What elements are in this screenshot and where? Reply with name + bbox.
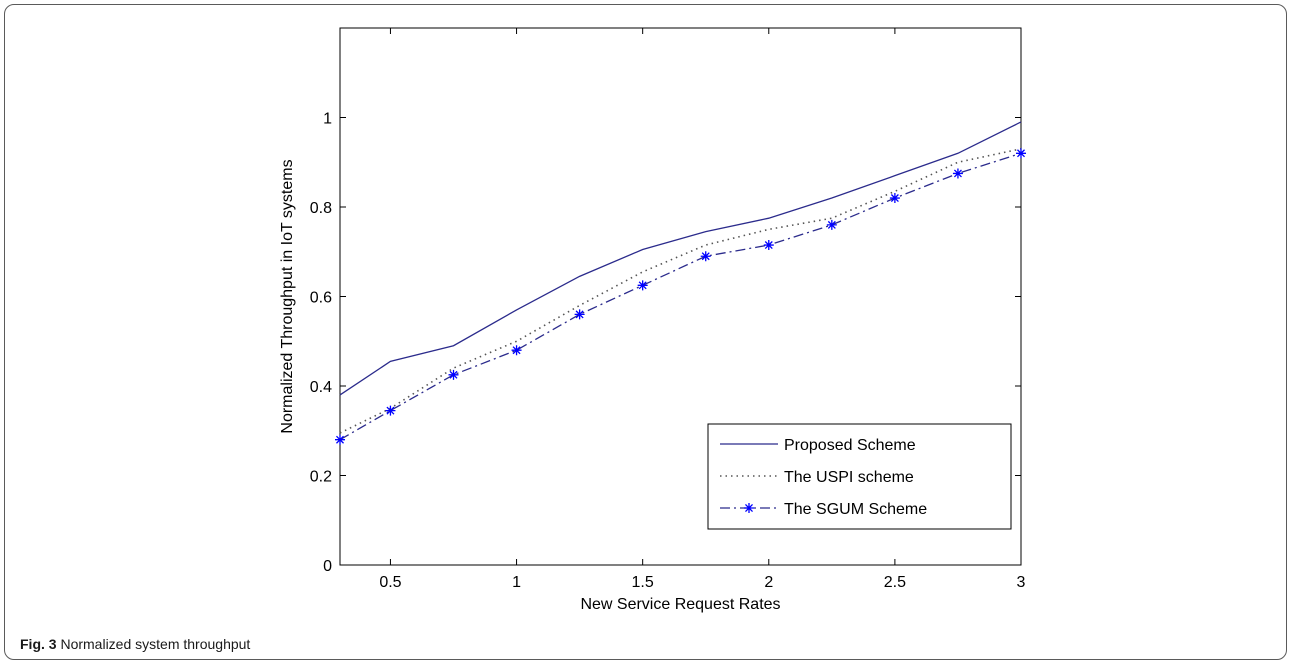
legend-label-3: The SGUM Scheme (784, 501, 927, 518)
y-tick-label: 0.6 (310, 290, 332, 307)
x-tick-label: 1 (512, 574, 521, 591)
series-3-point (511, 345, 522, 356)
legend: Proposed Scheme The USPI scheme The SGUM S… (707, 423, 1012, 530)
series-3-point (700, 251, 711, 262)
x-tick-label: 2 (764, 574, 773, 591)
ticks-layer: 0.5 1 1.5 2 2.5 3 0 0.2 0.4 0.6 0.8 1 (310, 28, 1026, 591)
series-3-point (763, 240, 774, 251)
series-3-point (952, 168, 963, 179)
x-tick-label: 3 (1017, 574, 1026, 591)
y-tick-label: 0.4 (310, 379, 332, 396)
series-3-point (335, 434, 345, 445)
series-line-3 (339, 152, 1022, 441)
x-tick-label: 1.5 (632, 574, 654, 591)
y-axis-label: Normalized Throughput in IoT systems (279, 159, 296, 433)
x-axis-label: New Service Request Rates (580, 596, 780, 613)
y-tick-label: 0 (323, 558, 332, 575)
figure-caption: Fig. 3 Normalized system throughput (20, 636, 250, 652)
y-tick-label: 0.2 (310, 469, 332, 486)
series-3-point (826, 219, 837, 230)
x-tick-label: 2.5 (884, 574, 906, 591)
series-3-point (637, 280, 648, 291)
series-3-point (1016, 148, 1026, 159)
series-3-point (889, 193, 900, 204)
series-3-point (448, 369, 459, 380)
y-tick-label: 0.8 (310, 200, 332, 217)
figure-caption-label: Fig. 3 (20, 636, 57, 652)
figure-caption-text: Normalized system throughput (60, 636, 251, 652)
series-3-point (385, 405, 396, 416)
legend-label-2: The USPI scheme (784, 469, 914, 486)
legend-label-1: Proposed Scheme (784, 437, 916, 454)
legend-marker-3 (744, 503, 754, 513)
series-layer (335, 121, 1026, 445)
series-3-point (574, 309, 585, 320)
series-line-1 (339, 121, 1022, 396)
x-tick-label: 0.5 (379, 574, 401, 591)
y-tick-label: 1 (323, 111, 332, 128)
